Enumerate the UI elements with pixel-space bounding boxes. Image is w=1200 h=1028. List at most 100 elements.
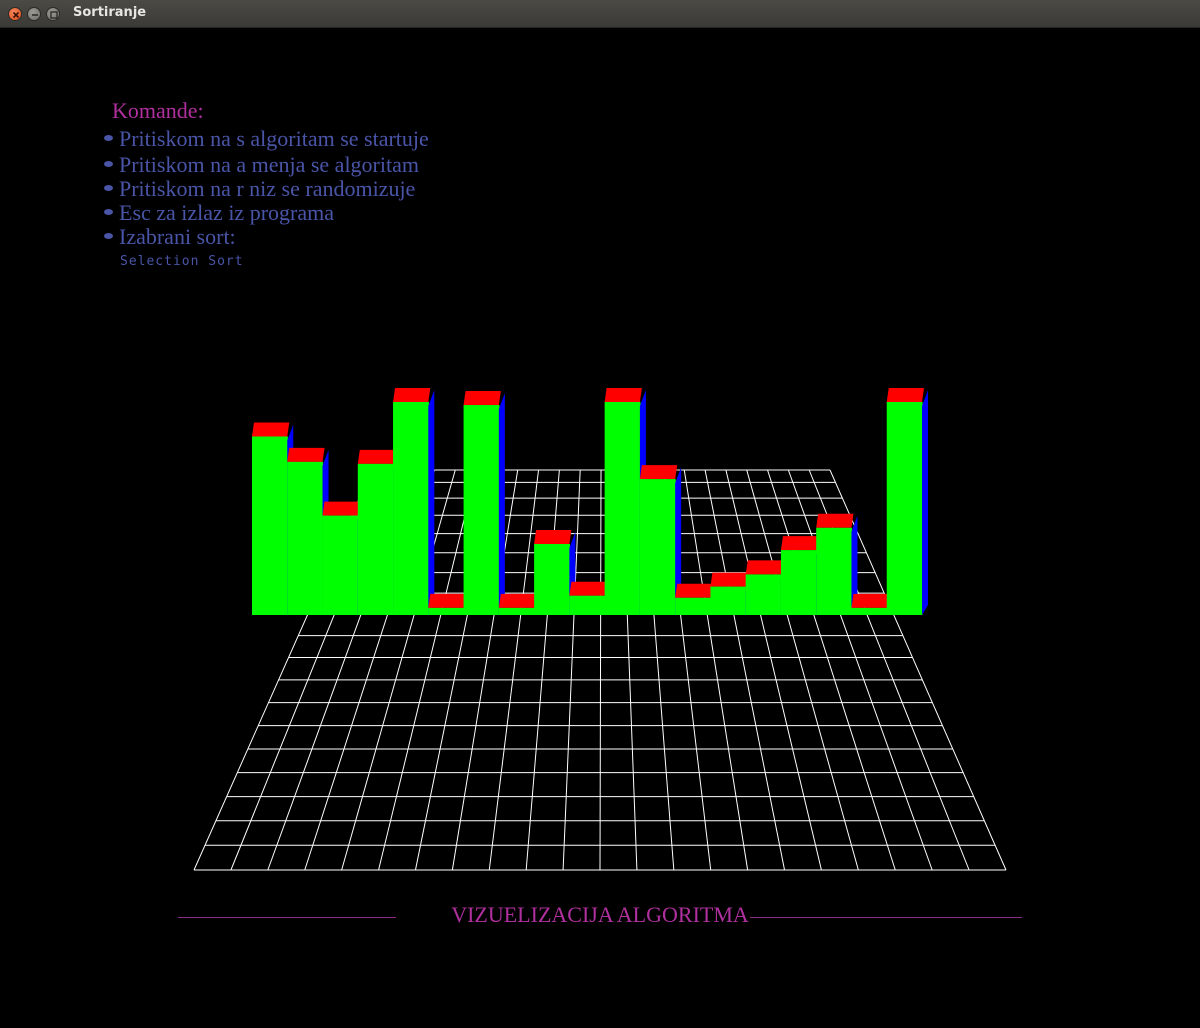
- command-change-algorithm-text: Pritiskom na a menja se algoritam: [119, 152, 419, 177]
- bar-front: [252, 436, 288, 615]
- render-canvas: Komande: Pritiskom na s algoritam se sta…: [0, 28, 1200, 1028]
- bar-top: [393, 388, 431, 402]
- maximize-window-button[interactable]: [46, 7, 60, 21]
- bar: [287, 447, 329, 615]
- grid-line: [704, 469, 786, 871]
- bar: [322, 501, 364, 615]
- bar-top: [498, 593, 537, 608]
- bar: [604, 388, 646, 615]
- bar: [886, 388, 928, 615]
- bar-side: [498, 393, 505, 615]
- bullet-icon: [104, 134, 113, 141]
- bar-top: [604, 388, 642, 402]
- bar-front: [463, 405, 500, 615]
- bar: [569, 581, 607, 615]
- bar: [534, 530, 576, 615]
- bar-top: [463, 391, 501, 406]
- sort-visualization-3d: [193, 388, 1007, 871]
- bar-front: [428, 607, 465, 615]
- bar-front: [780, 550, 817, 615]
- commands-heading: Komande:: [112, 98, 204, 123]
- close-window-button[interactable]: [8, 7, 22, 21]
- command-selected-sort: Izabrani sort:: [104, 224, 236, 250]
- bar-front: [604, 402, 641, 615]
- bar-front: [851, 607, 888, 615]
- command-start: Pritiskom na s algoritam se startuje: [104, 126, 429, 152]
- bar-front: [745, 574, 782, 615]
- bar-top: [357, 449, 396, 464]
- bar-top: [322, 501, 360, 516]
- bar-side: [675, 467, 682, 615]
- bar: [393, 388, 435, 615]
- grid-line: [562, 469, 581, 871]
- command-exit-text: Esc za izlaz iz programa: [119, 200, 334, 225]
- bar-top: [886, 388, 924, 402]
- grid-line: [341, 469, 456, 871]
- grid-line: [599, 469, 602, 871]
- bullet-icon: [104, 232, 113, 239]
- minimize-icon: [32, 14, 38, 16]
- bar-top: [569, 581, 607, 596]
- bar-top: [287, 447, 325, 462]
- bar: [745, 560, 787, 615]
- bullet-icon: [104, 184, 113, 191]
- bar-front: [639, 479, 676, 615]
- bar-front: [287, 461, 324, 615]
- command-randomize-text: Pritiskom na r niz se randomizuje: [119, 176, 416, 201]
- footer-title: VIZUELIZACIJA ALGORITMA: [451, 902, 749, 927]
- minimize-window-button[interactable]: [27, 7, 41, 21]
- bar-top: [851, 593, 889, 608]
- bar: [851, 593, 889, 615]
- selected-sort-name: Selection Sort: [120, 254, 244, 269]
- grid-line: [829, 469, 1007, 871]
- bar-side: [851, 515, 858, 615]
- bar: [639, 465, 682, 615]
- grid-line: [488, 469, 540, 871]
- bar-front: [357, 463, 394, 615]
- command-selected-sort-text: Izabrani sort:: [119, 224, 236, 249]
- bar: [428, 593, 466, 615]
- command-exit: Esc za izlaz iz programa: [104, 200, 334, 226]
- bar: [357, 449, 400, 615]
- command-start-text: Pritiskom na s algoritam se startuje: [119, 126, 429, 151]
- bullet-icon: [104, 160, 113, 167]
- bar-top: [710, 572, 748, 587]
- grid-line: [746, 469, 859, 871]
- bar-front: [886, 402, 923, 615]
- title-bar: Sortiranje: [0, 0, 1200, 28]
- bar: [463, 391, 505, 615]
- bar-front: [675, 597, 712, 615]
- bar-top: [816, 513, 854, 528]
- bar-front: [816, 527, 853, 615]
- bar-top: [745, 560, 783, 575]
- grid-line: [451, 469, 519, 871]
- bar: [498, 593, 537, 615]
- bar-array: [252, 388, 928, 615]
- close-icon: [12, 11, 20, 19]
- grid-line: [725, 469, 822, 871]
- bar: [675, 583, 713, 615]
- bar-top: [675, 583, 713, 598]
- bar-front: [498, 607, 535, 615]
- bullet-icon: [104, 208, 113, 215]
- grid-line: [683, 469, 749, 871]
- bar-top: [639, 465, 678, 480]
- command-randomize: Pritiskom na r niz se randomizuje: [104, 176, 415, 202]
- footer-rule-right: [750, 917, 1022, 918]
- bar: [780, 536, 823, 615]
- bar-front: [322, 515, 359, 615]
- bar: [252, 422, 294, 615]
- bar-top: [780, 536, 819, 551]
- bar-side: [922, 390, 928, 615]
- bar-top: [534, 530, 572, 544]
- grid-line: [378, 469, 477, 871]
- command-change-algorithm: Pritiskom na a menja se algoritam: [104, 152, 419, 178]
- window-title: Sortiranje: [73, 5, 147, 20]
- bar-front: [534, 544, 570, 615]
- maximize-icon: [50, 11, 58, 19]
- bar: [710, 572, 752, 615]
- footer-rule-left: [178, 917, 396, 918]
- bar-front: [569, 595, 606, 615]
- bar-top: [252, 422, 290, 437]
